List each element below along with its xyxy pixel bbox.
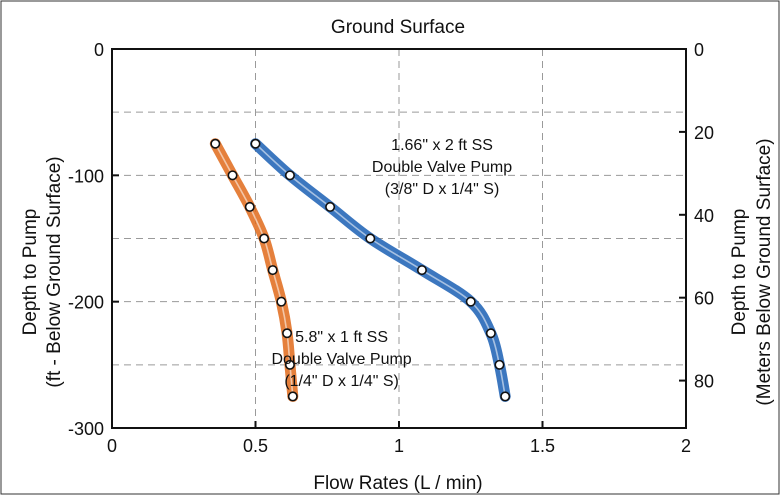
data-point [500,391,511,402]
annotation-1-line: 1.66" x 2 ft SS [391,137,493,154]
data-point [282,328,293,339]
data-point [465,296,476,307]
data-point [267,265,278,276]
y-right-axis-title-line2: (Meters Below Ground Surface) [754,138,775,405]
data-point [227,170,238,181]
data-point [287,391,298,402]
y-right-tick-label: 80 [694,372,714,392]
x-tick-label: 0 [107,436,117,456]
annotation-2-line: 5.8" x 1 ft SS [295,329,388,346]
data-point [250,138,261,149]
annotation-layer: 1.66" x 2 ft SS Double Valve Pump (3/8" D … [271,137,512,390]
y-right-tick-label: 0 [694,40,704,60]
data-point [494,359,505,370]
grid-lines [112,49,686,428]
x-tick-label: 1 [394,436,404,456]
x-tick-label: 2 [681,436,691,456]
series-2 [209,138,299,402]
annotation-2-line: (1/4" D x 1/4" S) [284,373,399,390]
series-1 [250,138,511,402]
data-point [284,359,295,370]
annotation-1-line: (3/8" D x 1/4" S) [385,181,500,198]
annotation-2-line: Double Valve Pump [271,351,411,368]
x-tick-label: 0.5 [243,436,268,456]
y-right-tick-label: 40 [694,206,714,226]
y-right-axis-title-line1: Depth to Pump [729,209,750,336]
annotation-1-line: Double Valve Pump [372,159,512,176]
y-left-axis-title-line2: (ft - Below Ground Surface) [44,156,65,387]
data-point [325,201,336,212]
x-axis-title: Flow Rates (L / min) [313,473,482,494]
y-left-tick-label: -200 [68,293,104,313]
y-left-tick-label: -300 [68,419,104,439]
data-point [416,265,427,276]
y-right-tick-label: 60 [694,289,714,309]
data-point [259,233,270,244]
y-left-tick-label: 0 [94,40,104,60]
data-point [210,138,221,149]
series-layer [209,138,511,402]
y-right-tick-label: 20 [694,123,714,143]
data-point [365,233,376,244]
data-point [284,170,295,181]
chart-title: Ground Surface [331,17,465,38]
data-point [244,201,255,212]
data-point [276,296,287,307]
data-point [485,328,496,339]
y-left-axis-title-line1: Depth to Pump [20,209,41,336]
y-left-tick-label: -100 [68,166,104,186]
x-tick-label: 1.5 [530,436,555,456]
